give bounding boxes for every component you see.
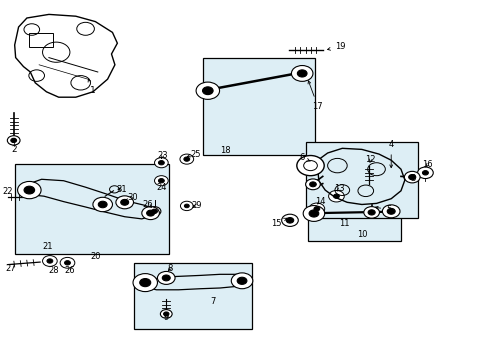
Text: 11: 11 [339,219,349,228]
Circle shape [11,138,17,143]
Text: 16: 16 [421,161,432,169]
Text: 24: 24 [156,183,166,192]
Text: 13: 13 [334,184,345,193]
Circle shape [363,207,379,218]
Circle shape [142,207,159,220]
Bar [134,263,251,329]
Text: 6: 6 [299,153,309,162]
Circle shape [18,181,41,199]
Text: 9: 9 [163,313,168,322]
Circle shape [281,214,298,226]
Text: 31: 31 [116,184,126,194]
Text: 12: 12 [365,154,375,163]
Circle shape [291,66,312,81]
Circle shape [160,310,172,318]
Bar [305,142,417,218]
Circle shape [417,167,432,179]
Text: 25: 25 [187,150,201,158]
Circle shape [297,70,306,77]
Circle shape [180,154,193,164]
Circle shape [146,210,154,216]
Text: 28: 28 [48,266,59,275]
Circle shape [422,171,427,175]
Text: 23: 23 [157,151,167,160]
Text: 4: 4 [388,140,393,168]
Circle shape [148,207,161,216]
Circle shape [308,210,318,217]
Circle shape [408,175,415,180]
Text: 20: 20 [90,252,101,261]
Text: 2: 2 [11,145,17,154]
Circle shape [64,261,70,265]
Circle shape [305,179,320,190]
Circle shape [180,201,193,211]
Circle shape [313,207,319,211]
Text: 27: 27 [5,264,16,273]
Circle shape [382,205,399,218]
Circle shape [184,204,189,208]
Circle shape [237,277,246,284]
Circle shape [158,161,164,165]
Text: 1: 1 [88,79,96,95]
Circle shape [328,190,344,202]
Text: 15: 15 [270,218,286,228]
Circle shape [303,206,324,221]
Text: 21: 21 [42,242,53,251]
Text: 18: 18 [219,146,230,155]
Circle shape [151,209,157,213]
Circle shape [140,279,150,287]
Circle shape [121,199,128,205]
Circle shape [98,201,107,208]
Circle shape [42,256,57,266]
Text: 26: 26 [142,200,153,209]
Circle shape [231,273,252,289]
Circle shape [309,182,316,187]
Circle shape [196,82,219,99]
Circle shape [158,179,164,183]
Text: 8: 8 [167,264,172,273]
Bar [29,33,53,47]
Text: 19: 19 [327,42,345,51]
Circle shape [404,171,419,183]
Circle shape [183,157,189,161]
Circle shape [163,312,168,316]
Circle shape [386,208,394,214]
Text: 5: 5 [374,205,390,214]
Bar [203,58,315,155]
Circle shape [367,210,374,215]
Circle shape [154,176,168,186]
Text: 26: 26 [64,266,75,275]
Text: 22: 22 [2,187,13,196]
Circle shape [333,194,339,198]
Circle shape [308,203,324,215]
Circle shape [7,136,20,145]
Circle shape [47,259,53,263]
Text: 3: 3 [410,174,415,183]
Bar [15,164,168,254]
Text: 29: 29 [191,202,202,210]
Circle shape [24,186,35,194]
Text: 7: 7 [210,297,215,306]
Circle shape [202,87,213,95]
Circle shape [93,197,112,212]
Bar [307,191,400,241]
Circle shape [154,158,168,168]
Circle shape [116,196,133,209]
Text: 17: 17 [307,81,323,111]
Circle shape [162,275,170,281]
Text: 14: 14 [314,197,325,206]
Circle shape [133,274,157,292]
Text: 30: 30 [124,193,138,202]
Circle shape [285,217,293,223]
Text: 10: 10 [357,230,367,239]
Circle shape [296,156,324,176]
Circle shape [157,271,175,284]
Circle shape [60,257,75,268]
